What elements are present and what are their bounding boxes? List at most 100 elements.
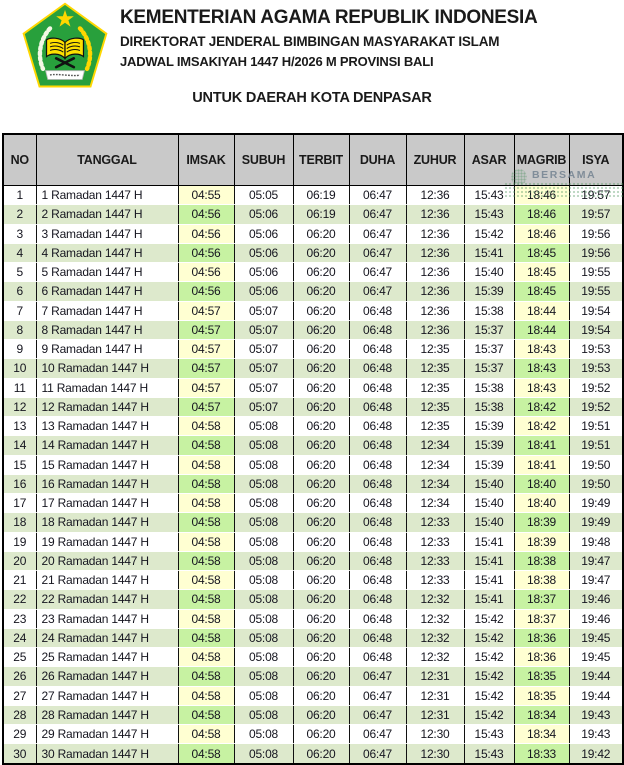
terbit-cell: 06:20	[292, 666, 350, 687]
isya-cell: 19:42	[568, 743, 624, 765]
magrib-cell: 18:38	[513, 551, 570, 572]
terbit-cell: 06:20	[292, 512, 350, 533]
isya-cell: 19:47	[568, 551, 624, 572]
magrib-cell: 18:46	[513, 185, 570, 206]
schedule-title: JADWAL IMSAKIYAH 1447 H/2026 M PROVINSI …	[120, 54, 434, 69]
subuh-cell: 05:08	[233, 532, 294, 552]
table-row: 15 15 Ramadan 1447 H 04:58 05:08 06:20 06:48 1…	[2, 455, 624, 475]
imsak-cell: 04:58	[177, 435, 235, 456]
tanggal-cell: 8 Ramadan 1447 H	[35, 320, 179, 341]
zuhur-cell: 12:33	[405, 512, 465, 533]
subuh-cell: 05:07	[233, 358, 294, 379]
magrib-cell: 18:42	[513, 397, 570, 418]
subuh-cell: 05:07	[233, 397, 294, 418]
imsak-cell: 04:57	[177, 358, 235, 379]
imsak-cell: 04:56	[177, 281, 235, 302]
col-header-zuhur: ZUHUR	[405, 133, 465, 186]
subuh-cell: 05:08	[233, 416, 294, 437]
zuhur-cell: 12:32	[405, 589, 465, 610]
subuh-cell: 05:07	[233, 320, 294, 341]
isya-cell: 19:50	[568, 474, 624, 495]
asar-cell: 15:43	[463, 204, 515, 225]
zuhur-cell: 12:34	[405, 455, 465, 475]
imsak-cell: 04:57	[177, 397, 235, 418]
tanggal-cell: 1 Ramadan 1447 H	[35, 185, 179, 206]
magrib-cell: 18:35	[513, 686, 570, 706]
no-cell: 21	[2, 570, 37, 591]
duha-cell: 06:48	[348, 589, 407, 610]
zuhur-cell: 12:30	[405, 724, 465, 745]
tanggal-cell: 5 Ramadan 1447 H	[35, 262, 179, 283]
duha-cell: 06:47	[348, 262, 407, 283]
col-header-magrib: MAGRIB	[513, 133, 570, 186]
tanggal-cell: 2 Ramadan 1447 H	[35, 204, 179, 225]
asar-cell: 15:41	[463, 551, 515, 572]
isya-cell: 19:43	[568, 724, 624, 745]
no-cell: 15	[2, 455, 37, 475]
tanggal-cell: 19 Ramadan 1447 H	[35, 532, 179, 552]
isya-cell: 19:44	[568, 666, 624, 687]
isya-cell: 19:54	[568, 320, 624, 341]
magrib-cell: 18:39	[513, 532, 570, 552]
asar-cell: 15:38	[463, 397, 515, 418]
col-header-tanggal: TANGGAL	[35, 133, 179, 186]
zuhur-cell: 12:32	[405, 647, 465, 668]
no-cell: 6	[2, 281, 37, 302]
duha-cell: 06:48	[348, 339, 407, 360]
no-cell: 4	[2, 243, 37, 264]
no-cell: 16	[2, 474, 37, 495]
subuh-cell: 05:08	[233, 551, 294, 572]
terbit-cell: 06:20	[292, 320, 350, 341]
asar-cell: 15:40	[463, 493, 515, 514]
col-header-subuh: SUBUH	[233, 133, 294, 186]
table-row: 22 22 Ramadan 1447 H 04:58 05:08 06:20 06:48 1…	[2, 589, 624, 610]
terbit-cell: 06:20	[292, 416, 350, 437]
duha-cell: 06:48	[348, 358, 407, 379]
subuh-cell: 05:08	[233, 589, 294, 610]
terbit-cell: 06:19	[292, 204, 350, 225]
isya-cell: 19:52	[568, 397, 624, 418]
isya-cell: 19:57	[568, 204, 624, 225]
tanggal-cell: 26 Ramadan 1447 H	[35, 666, 179, 687]
asar-cell: 15:43	[463, 185, 515, 206]
imsak-cell: 04:56	[177, 224, 235, 244]
subuh-cell: 05:08	[233, 743, 294, 765]
asar-cell: 15:37	[463, 320, 515, 341]
table-row: 14 14 Ramadan 1447 H 04:58 05:08 06:20 06:48 1…	[2, 435, 624, 456]
no-cell: 25	[2, 647, 37, 668]
asar-cell: 15:37	[463, 339, 515, 360]
tanggal-cell: 28 Ramadan 1447 H	[35, 705, 179, 726]
magrib-cell: 18:44	[513, 320, 570, 341]
duha-cell: 06:48	[348, 570, 407, 591]
no-cell: 13	[2, 416, 37, 437]
magrib-cell: 18:37	[513, 589, 570, 610]
subuh-cell: 05:08	[233, 724, 294, 745]
asar-cell: 15:37	[463, 358, 515, 379]
duha-cell: 06:47	[348, 185, 407, 206]
subuh-cell: 05:08	[233, 705, 294, 726]
no-cell: 5	[2, 262, 37, 283]
imsak-cell: 04:57	[177, 378, 235, 398]
terbit-cell: 06:20	[292, 281, 350, 302]
zuhur-cell: 12:35	[405, 416, 465, 437]
zuhur-cell: 12:36	[405, 301, 465, 321]
table-row: 17 17 Ramadan 1447 H 04:58 05:08 06:20 06:48 1…	[2, 493, 624, 514]
magrib-cell: 18:40	[513, 474, 570, 495]
imsak-cell: 04:55	[177, 185, 235, 206]
no-cell: 27	[2, 686, 37, 706]
terbit-cell: 06:20	[292, 724, 350, 745]
tanggal-cell: 13 Ramadan 1447 H	[35, 416, 179, 437]
table-row: 11 11 Ramadan 1447 H 04:57 05:07 06:20 06:48 1…	[2, 378, 624, 398]
asar-cell: 15:43	[463, 743, 515, 765]
no-cell: 7	[2, 301, 37, 321]
region-subtitle: UNTUK DAERAH KOTA DENPASAR	[192, 90, 432, 106]
col-header-asar: ASAR	[463, 133, 515, 186]
magrib-cell: 18:35	[513, 666, 570, 687]
asar-cell: 15:39	[463, 455, 515, 475]
subuh-cell: 05:07	[233, 339, 294, 360]
